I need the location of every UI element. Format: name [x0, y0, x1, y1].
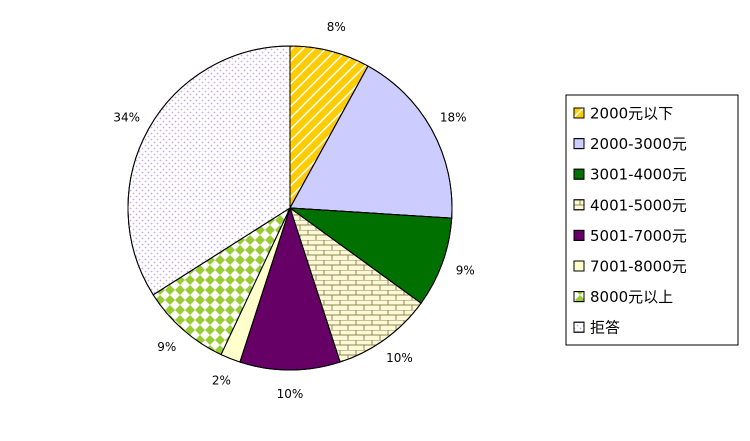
legend-label: 8000元以上	[590, 288, 673, 306]
legend-swatch-pattern	[573, 199, 585, 211]
legend-label: 拒答	[590, 319, 620, 337]
legend-label: 7001-8000元	[590, 258, 687, 276]
slice-pattern	[239, 206, 341, 371]
data-label: 18%	[440, 111, 467, 125]
data-label: 2%	[212, 374, 231, 388]
legend-swatch-pattern	[573, 229, 585, 241]
legend-box	[565, 94, 739, 346]
data-label: 9%	[157, 340, 176, 354]
legend-swatch-pattern	[573, 291, 585, 303]
legend-label: 5001-7000元	[590, 227, 687, 245]
legend-label: 4001-5000元	[590, 196, 687, 214]
legend-swatch-pattern	[573, 260, 585, 272]
slice-pattern	[289, 206, 422, 363]
legend-swatch-pattern	[573, 168, 585, 180]
legend-label: 2000元以下	[590, 105, 673, 123]
data-label: 9%	[456, 264, 475, 278]
data-label: 10%	[386, 351, 413, 365]
slice-pattern	[152, 206, 292, 356]
legend-label: 3001-4000元	[590, 166, 687, 184]
legend-swatch-pattern	[573, 138, 585, 150]
legend-label: 2000-3000元	[590, 135, 687, 153]
data-label: 10%	[277, 387, 304, 401]
legend-swatch-pattern	[573, 107, 585, 119]
legend-swatch-pattern	[573, 321, 585, 333]
slice-pattern	[127, 45, 291, 296]
data-label: 8%	[327, 20, 346, 34]
data-label: 34%	[113, 111, 140, 125]
slice-pattern	[288, 207, 453, 304]
slice-pattern	[289, 65, 453, 219]
